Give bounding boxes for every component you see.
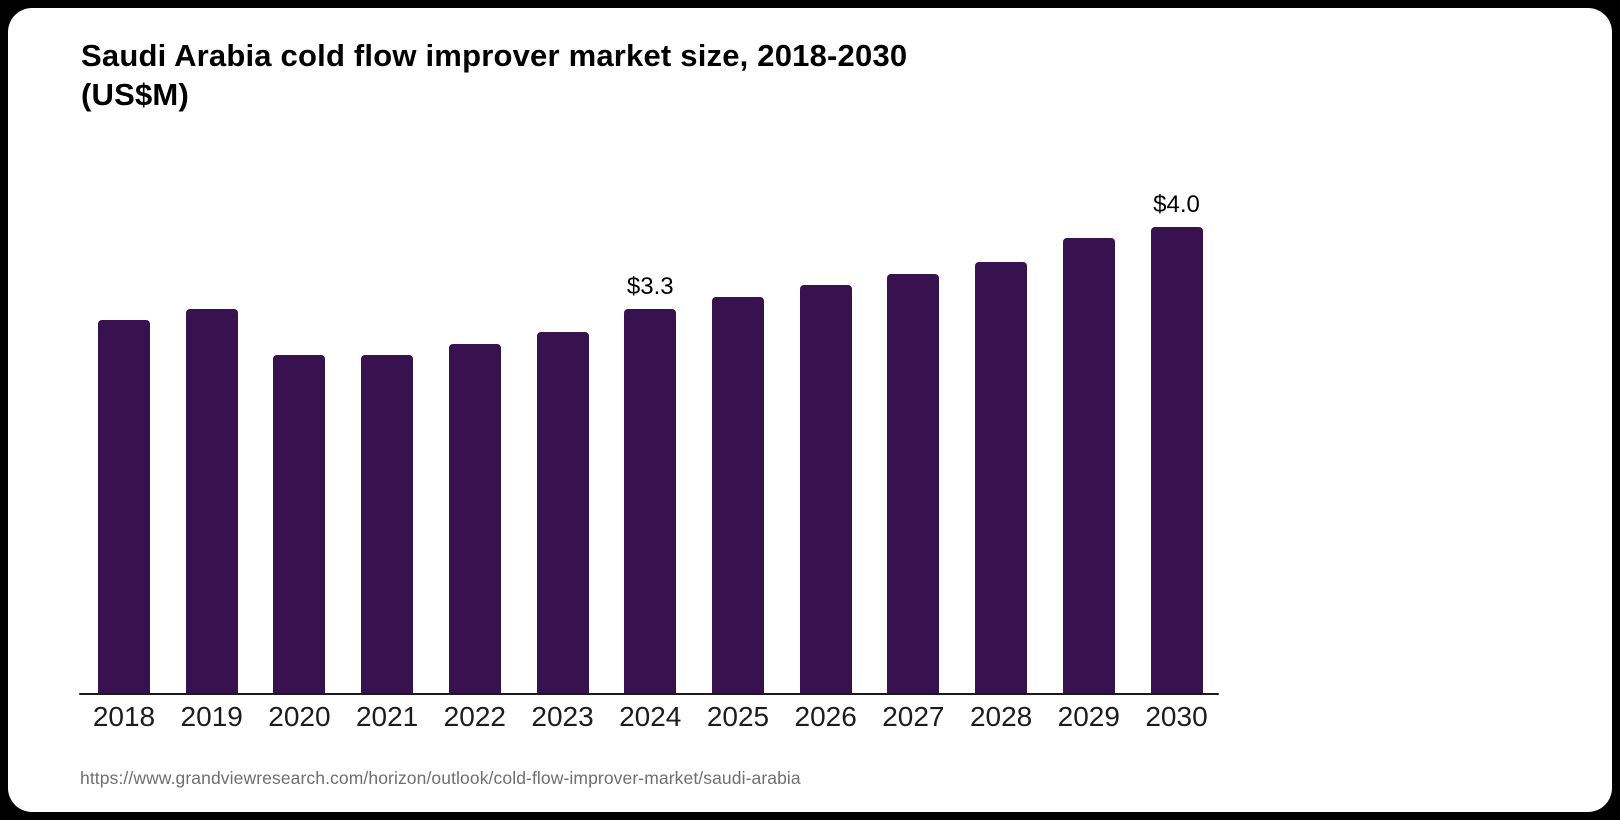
bar-2024[interactable]	[624, 308, 677, 693]
bar-2027[interactable]	[887, 273, 940, 693]
bar-2026[interactable]	[799, 285, 852, 693]
bar-2030[interactable]	[1150, 226, 1203, 693]
chart-title-line-1: Saudi Arabia cold flow improver market s…	[81, 38, 908, 73]
source-url: https://www.grandviewresearch.com/horizo…	[80, 768, 801, 788]
value-label-2030: $4.0	[1153, 190, 1200, 218]
x-tick-label-2029: 2029	[1057, 701, 1120, 732]
bar-2019[interactable]	[185, 308, 238, 693]
x-tick-label-2020: 2020	[268, 701, 331, 732]
x-tick-label-2018: 2018	[92, 701, 156, 732]
x-tick-label-2028: 2028	[969, 701, 1033, 732]
x-axis-line	[79, 693, 1219, 695]
x-tick-label-2023: 2023	[531, 701, 594, 732]
x-tick-label-2030: 2030	[1145, 701, 1208, 732]
bar-2023[interactable]	[536, 331, 589, 693]
value-label-2024: $3.3	[626, 272, 674, 300]
x-tick-label-2024: 2024	[619, 701, 682, 732]
x-tick-label-2026: 2026	[794, 701, 857, 732]
bar-2025[interactable]	[711, 296, 764, 693]
bar-2029[interactable]	[1062, 238, 1115, 693]
bar-2028[interactable]	[975, 261, 1028, 693]
x-tick-label-2019: 2019	[180, 701, 243, 732]
x-tick-label-2027: 2027	[882, 701, 945, 732]
x-tick-label-2025: 2025	[706, 701, 770, 732]
bar-2022[interactable]	[448, 343, 501, 693]
bar-2018[interactable]	[98, 320, 150, 693]
x-tick-label-2021: 2021	[355, 701, 419, 732]
x-tick-label-2022: 2022	[443, 701, 506, 732]
chart-title-line-2: (US$M)	[81, 77, 189, 112]
chart-title: Saudi Arabia cold flow improver market s…	[81, 36, 1091, 114]
bar-2020[interactable]	[273, 355, 326, 693]
bar-2021[interactable]	[361, 355, 414, 693]
